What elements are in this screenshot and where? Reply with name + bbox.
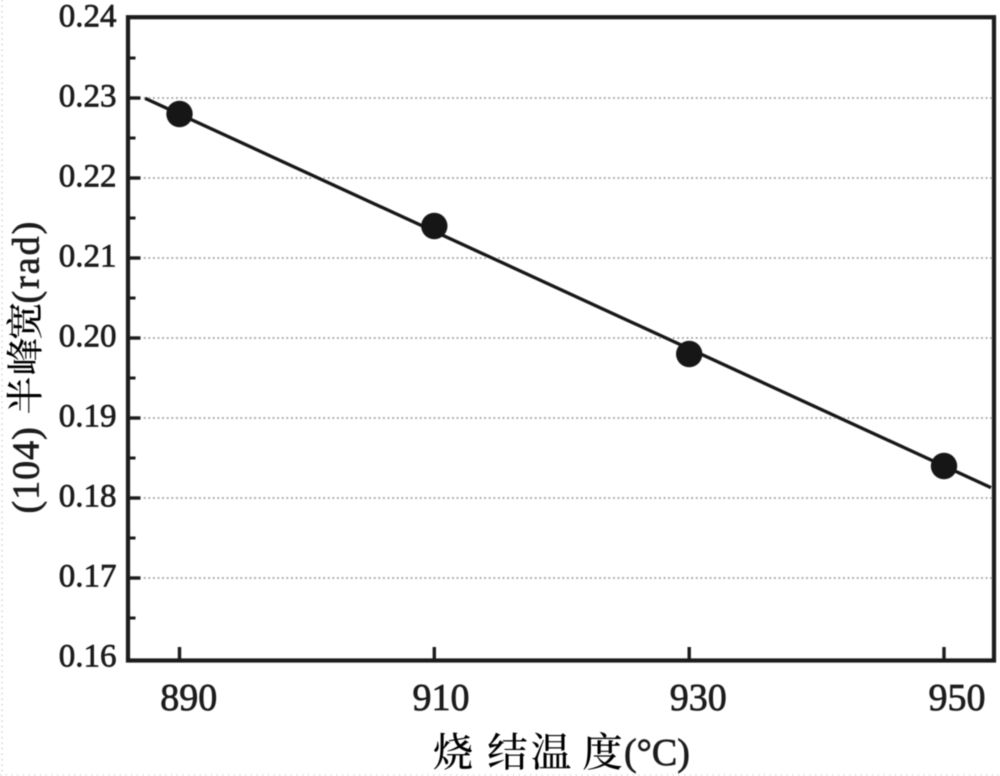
svg-text:930: 930: [670, 677, 727, 719]
svg-text:0.22: 0.22: [59, 158, 117, 194]
svg-text:910: 910: [413, 677, 470, 719]
svg-text:890: 890: [160, 677, 217, 719]
svg-text:(°C): (°C): [624, 732, 690, 774]
svg-text:0.19: 0.19: [59, 398, 117, 434]
svg-text:0.17: 0.17: [59, 558, 117, 594]
svg-text:(rad): (rad): [6, 220, 48, 304]
svg-text:950: 950: [929, 677, 986, 719]
svg-text:0.18: 0.18: [59, 478, 117, 514]
svg-text:0.24: 0.24: [59, 0, 117, 34]
svg-text:0.20: 0.20: [59, 318, 117, 354]
svg-text:0.16: 0.16: [59, 638, 117, 674]
svg-text:0.21: 0.21: [59, 238, 117, 274]
svg-text:0.23: 0.23: [59, 78, 117, 114]
svg-text:(104): (104): [6, 426, 48, 513]
